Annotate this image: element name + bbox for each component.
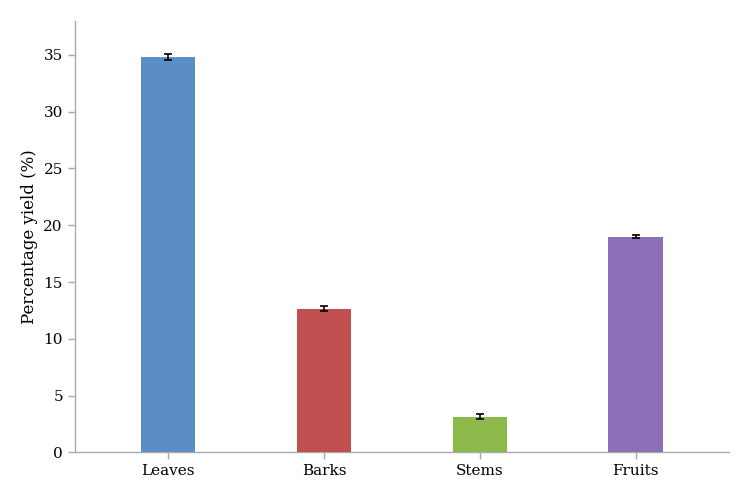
Y-axis label: Percentage yield (%): Percentage yield (%) <box>21 149 38 324</box>
Bar <box>608 237 663 453</box>
Bar <box>141 57 196 453</box>
Bar <box>452 417 507 453</box>
Bar <box>297 309 351 453</box>
